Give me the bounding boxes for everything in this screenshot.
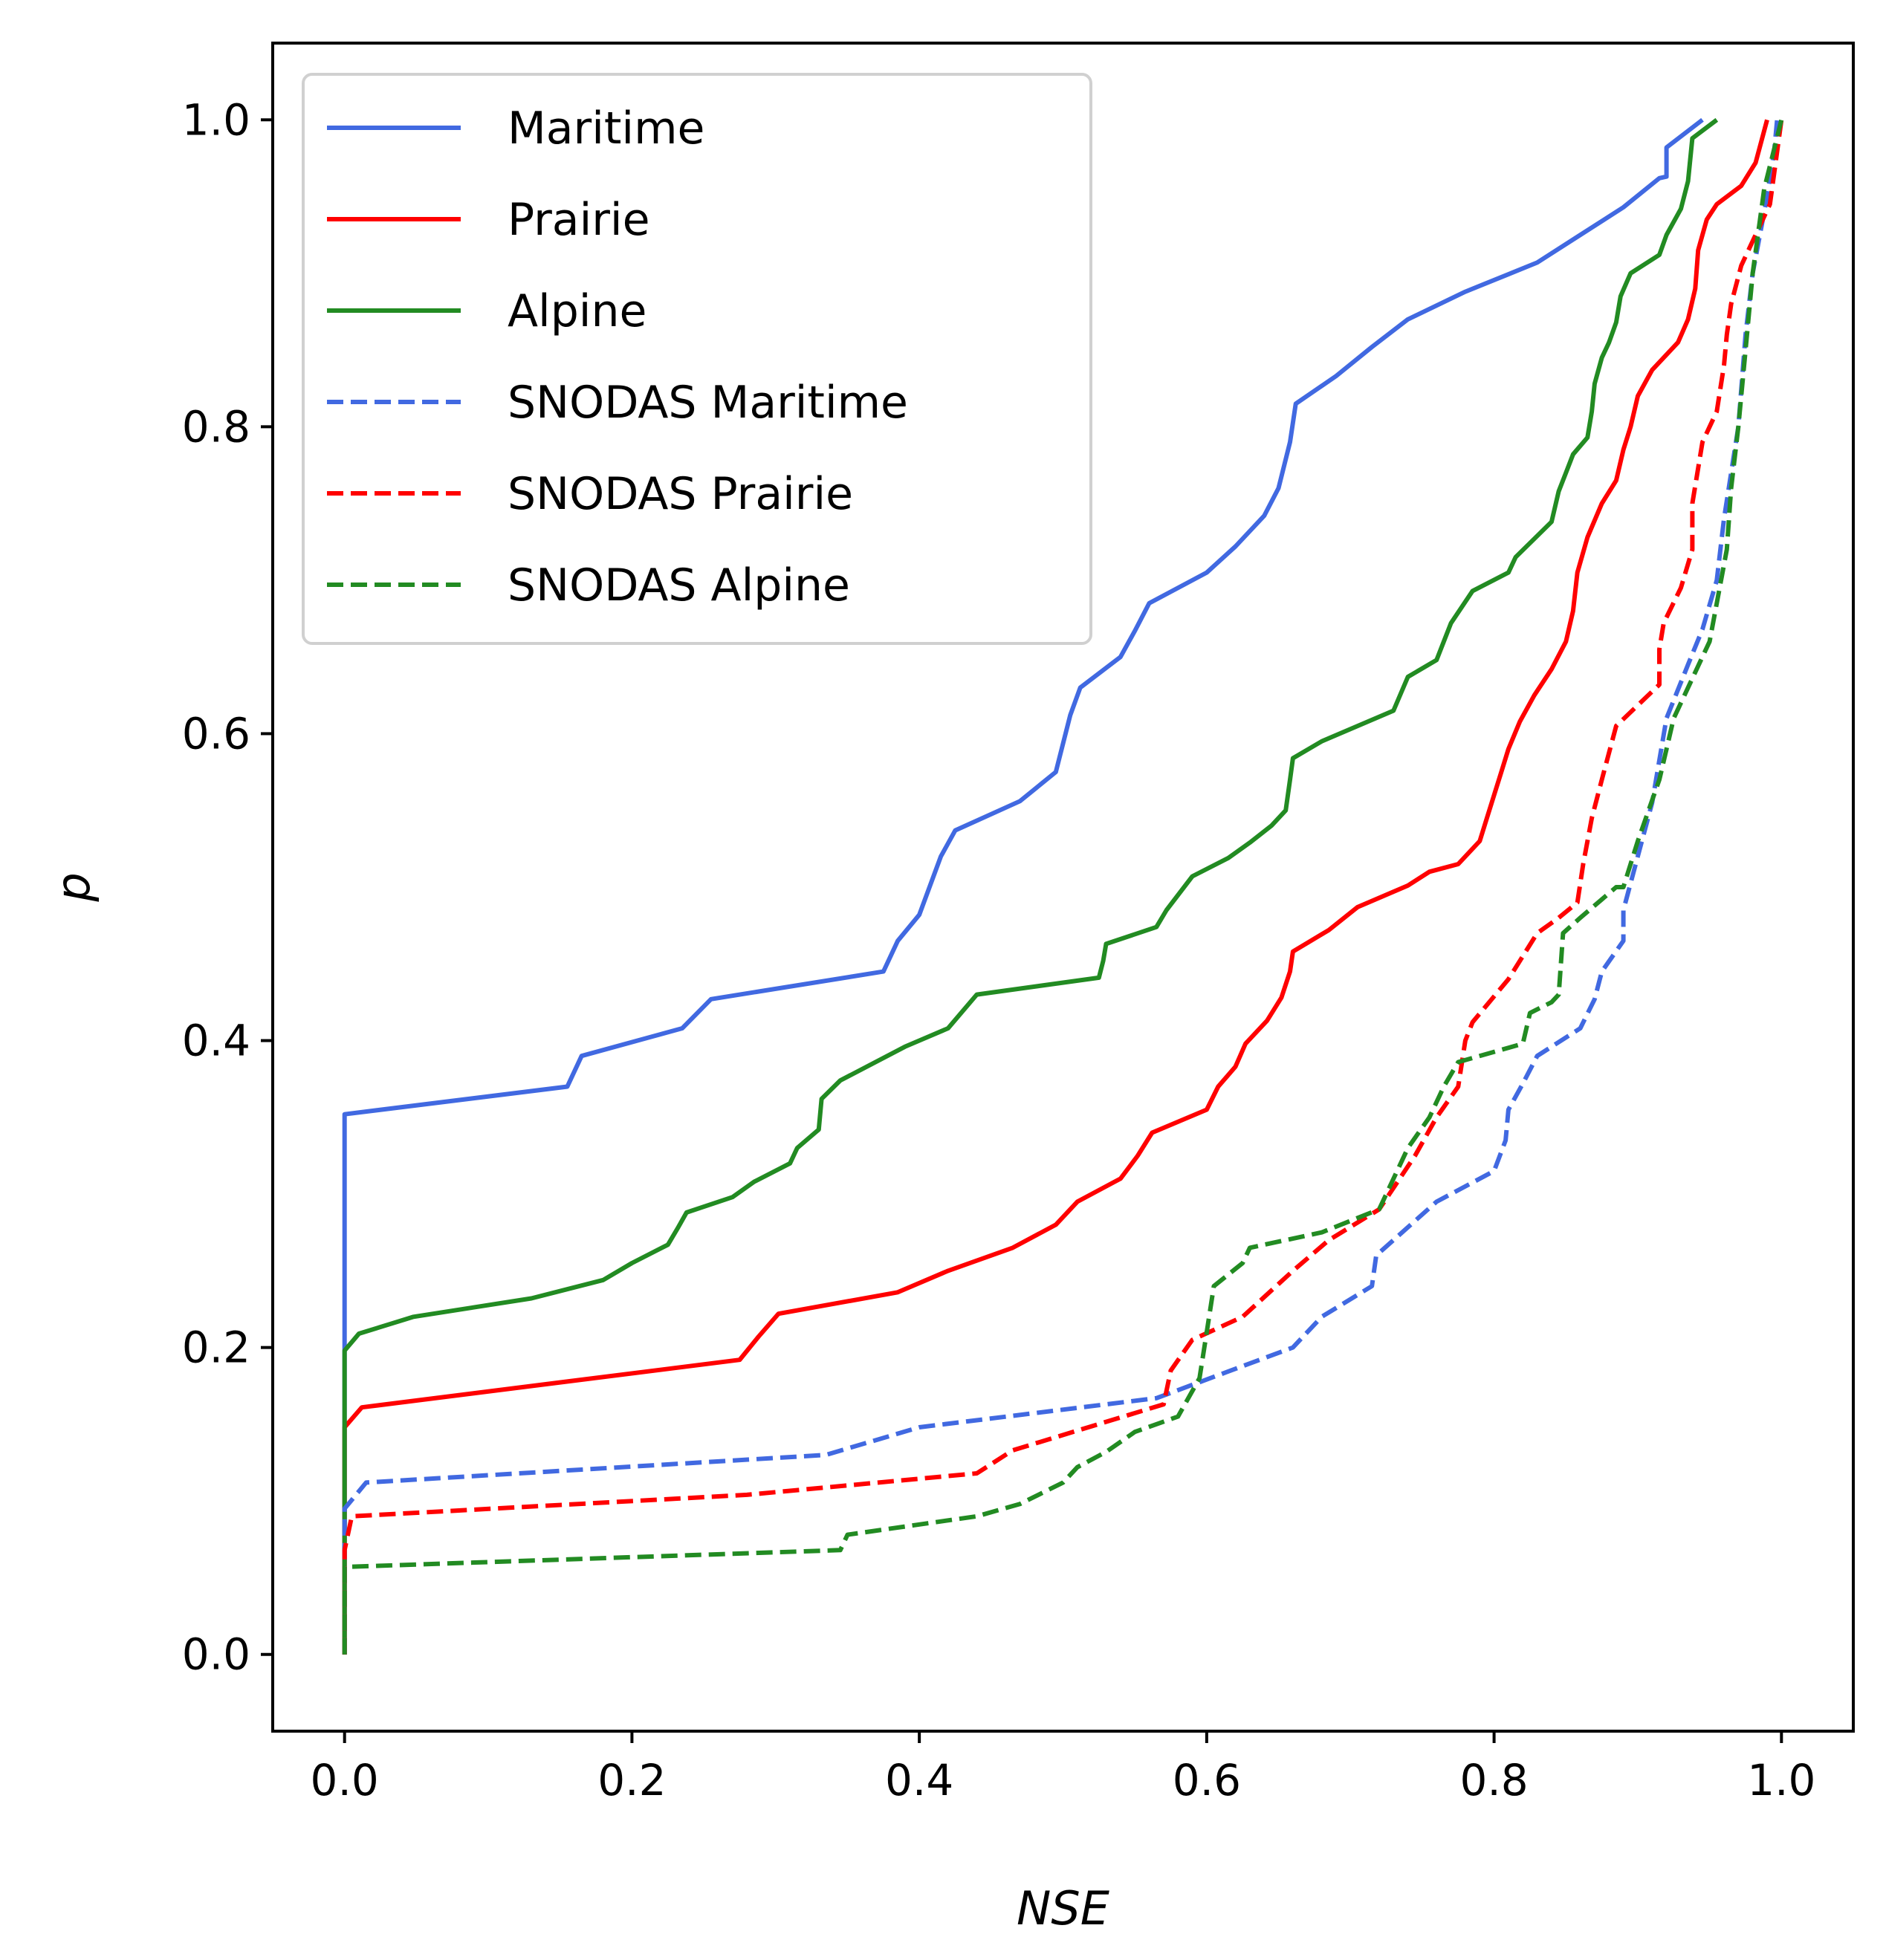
x-tick-label: 0.6 — [1173, 1755, 1241, 1805]
x-axis-label: NSE — [1017, 1881, 1110, 1935]
series-line-snodas-alpine — [342, 119, 1784, 1655]
series-line-prairie — [342, 119, 1769, 1655]
series-line-alpine — [342, 117, 1719, 1655]
y-tick-label: 0.8 — [182, 401, 250, 452]
y-tick-label: 1.0 — [182, 94, 250, 145]
x-tick-label: 1.0 — [1747, 1755, 1815, 1805]
series-layer — [342, 117, 1784, 1655]
legend-label: Alpine — [508, 285, 647, 337]
legend-label: Maritime — [508, 103, 704, 155]
series-line-snodas-prairie — [342, 119, 1784, 1655]
x-tick-label: 0.2 — [597, 1755, 666, 1805]
x-tick-label: 0.4 — [885, 1755, 953, 1805]
y-axis-label: p — [46, 872, 100, 902]
y-tick-label: 0.6 — [182, 708, 250, 759]
y-tick-label: 0.4 — [182, 1016, 250, 1066]
y-tick-label: 0.2 — [182, 1323, 250, 1373]
x-tick-label: 0.8 — [1459, 1755, 1528, 1805]
legend-label: SNODAS Alpine — [508, 559, 850, 611]
ticks-layer: 0.0 0.2 0.4 0.6 0.8 1.0 0.0 0.2 0.4 0.6 0.8 1.0 — [182, 94, 1816, 1805]
legend-box — [302, 73, 1092, 645]
legend-label: SNODAS Prairie — [508, 468, 853, 520]
x-tick-label: 0.0 — [311, 1755, 379, 1805]
plot-frame — [271, 42, 1855, 1733]
y-tick-label: 0.0 — [182, 1629, 250, 1680]
legend: Maritime Prairie Alpine SNODAS Maritime SNOD… — [302, 73, 1092, 645]
legend-label: Prairie — [508, 194, 649, 246]
legend-label: SNODAS Maritime — [508, 377, 908, 429]
series-line-maritime — [342, 117, 1704, 1655]
